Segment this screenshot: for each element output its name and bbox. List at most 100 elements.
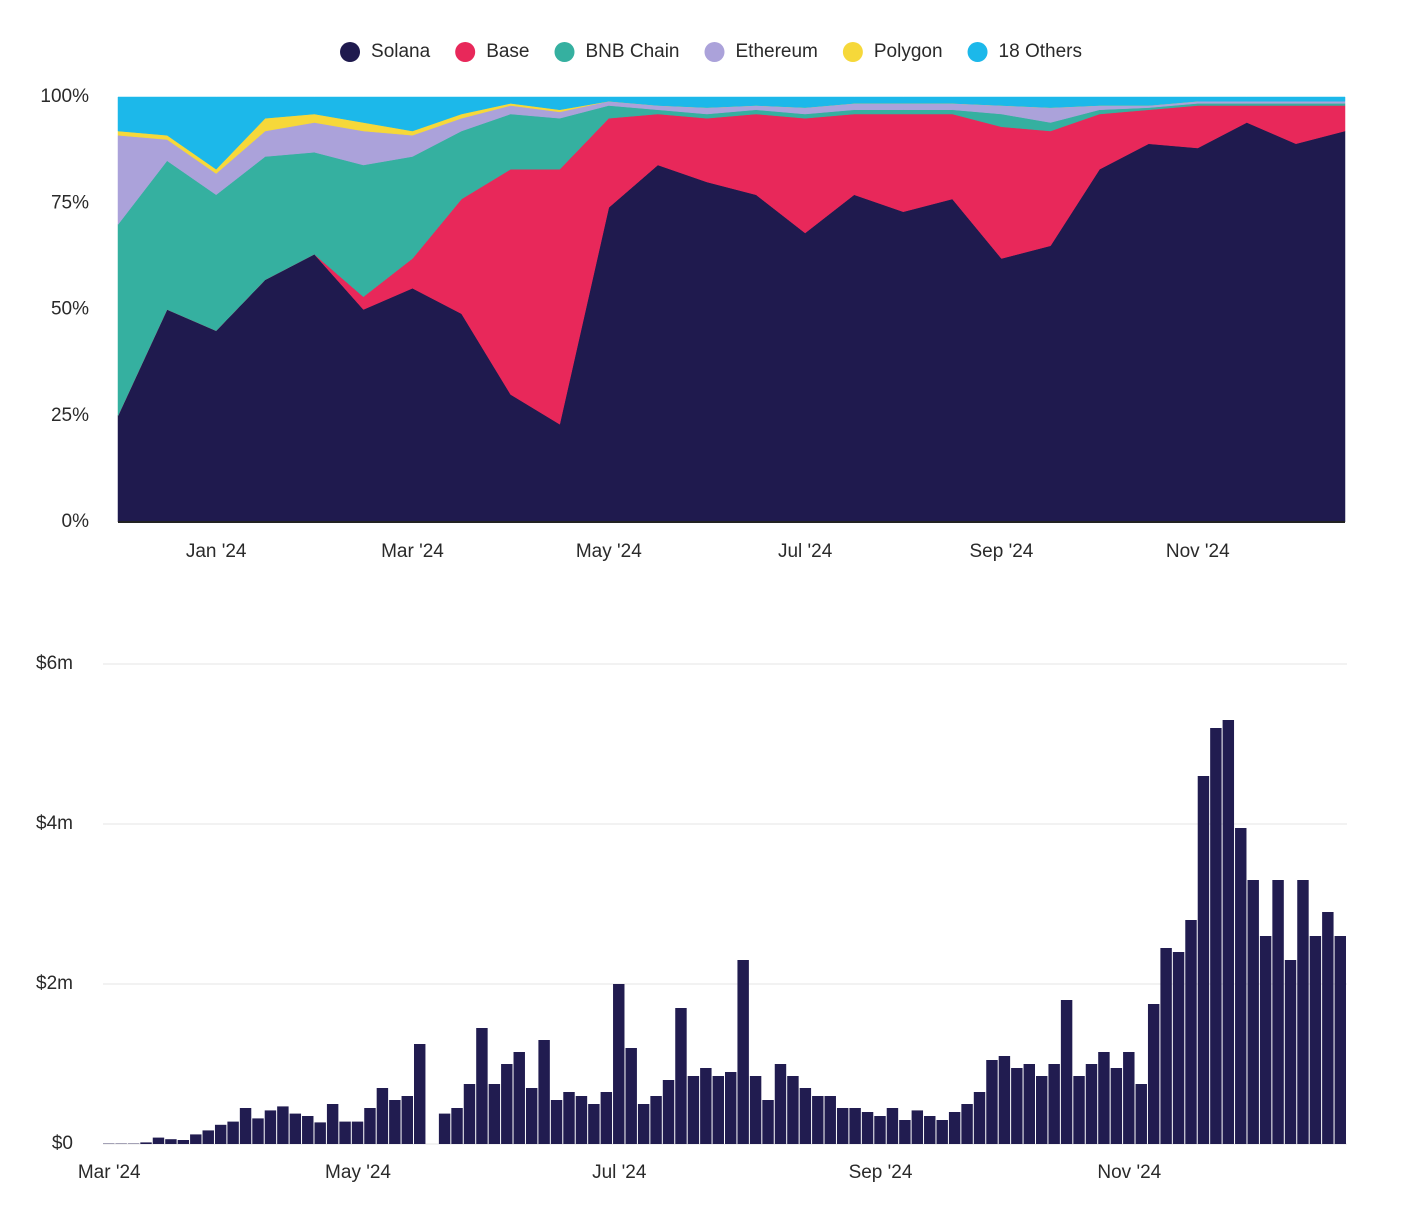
bar	[339, 1121, 351, 1144]
legend-label: BNB Chain	[586, 41, 680, 62]
bar	[165, 1139, 177, 1144]
bar	[438, 1113, 451, 1144]
bar	[1272, 880, 1284, 1144]
bar	[973, 1092, 986, 1144]
bar	[637, 1104, 650, 1144]
legend-marker	[554, 42, 575, 62]
bar	[874, 1116, 886, 1144]
bar	[1172, 952, 1185, 1144]
bar	[1023, 1064, 1035, 1144]
bar	[525, 1088, 538, 1144]
y-tick-label: $0	[52, 1133, 73, 1154]
bar	[1334, 936, 1346, 1144]
bar	[650, 1096, 662, 1144]
legend-marker	[455, 42, 476, 62]
x-tick-label: Nov '24	[1166, 541, 1230, 562]
bar	[1110, 1068, 1123, 1144]
bar	[675, 1008, 687, 1144]
x-tick-label: Sep '24	[970, 541, 1034, 562]
legend-marker	[842, 42, 863, 62]
bar	[924, 1116, 936, 1144]
bar	[501, 1064, 513, 1144]
bar	[762, 1100, 774, 1144]
bar	[1197, 776, 1210, 1144]
y-tick-label: 75%	[51, 192, 89, 213]
bar	[787, 1076, 799, 1144]
x-tick-label: Mar '24	[78, 1162, 141, 1183]
bar	[202, 1130, 214, 1144]
bar	[140, 1142, 152, 1144]
bar	[252, 1118, 264, 1144]
bar	[1048, 1064, 1060, 1144]
bar	[1135, 1084, 1147, 1144]
bar	[725, 1072, 737, 1144]
legend-label: Ethereum	[736, 41, 818, 62]
bar	[239, 1108, 252, 1144]
bar	[351, 1121, 364, 1144]
legend-marker	[704, 42, 725, 62]
bar	[1160, 948, 1172, 1144]
y-tick-label: $6m	[36, 653, 73, 674]
bar	[575, 1096, 588, 1144]
legend-marker	[340, 42, 361, 62]
bar	[986, 1060, 998, 1144]
bar	[1297, 880, 1309, 1144]
y-tick-label: 100%	[40, 86, 89, 107]
area	[117, 96, 1346, 170]
bar	[1309, 936, 1322, 1144]
bar	[227, 1121, 239, 1144]
bar	[824, 1096, 836, 1144]
bar	[836, 1108, 849, 1144]
bar	[1011, 1068, 1023, 1144]
bar	[488, 1084, 501, 1144]
bar	[625, 1048, 637, 1144]
y-tick-label: $4m	[36, 813, 73, 834]
bar	[326, 1104, 339, 1144]
x-tick-label: Mar '24	[381, 541, 444, 562]
bar	[563, 1092, 575, 1144]
bar	[376, 1088, 389, 1144]
bar	[613, 984, 625, 1144]
bar	[314, 1122, 326, 1144]
bar	[364, 1108, 376, 1144]
bar	[737, 960, 749, 1144]
bar	[588, 1104, 600, 1144]
bar	[687, 1076, 700, 1144]
bar	[849, 1108, 861, 1144]
bar	[749, 1076, 762, 1144]
bar	[1235, 828, 1247, 1144]
bar	[600, 1092, 613, 1144]
bar	[1284, 960, 1297, 1144]
bar	[190, 1134, 202, 1144]
bar	[264, 1110, 277, 1144]
x-tick-label: Sep '24	[849, 1162, 913, 1183]
bar	[550, 1100, 563, 1144]
bar	[401, 1096, 413, 1144]
legend-label: Polygon	[874, 41, 943, 62]
bar	[177, 1140, 190, 1144]
bar	[998, 1056, 1011, 1144]
bar	[1259, 936, 1272, 1144]
bar	[1147, 1004, 1160, 1144]
bar	[1060, 1000, 1073, 1144]
bar	[1098, 1052, 1110, 1144]
bar	[289, 1113, 302, 1144]
x-tick-label: Jul '24	[592, 1162, 647, 1183]
bar	[389, 1100, 401, 1144]
bar	[799, 1088, 812, 1144]
bar	[700, 1068, 712, 1144]
bar	[302, 1116, 314, 1144]
bar	[886, 1108, 899, 1144]
bar	[712, 1076, 724, 1144]
bar	[1036, 1076, 1048, 1144]
bar	[1123, 1052, 1135, 1144]
bar	[936, 1120, 948, 1144]
legend-marker	[967, 42, 988, 62]
bar	[774, 1064, 787, 1144]
bar	[451, 1108, 463, 1144]
bar	[1085, 1064, 1098, 1144]
bar	[277, 1106, 289, 1144]
bar	[1073, 1076, 1085, 1144]
